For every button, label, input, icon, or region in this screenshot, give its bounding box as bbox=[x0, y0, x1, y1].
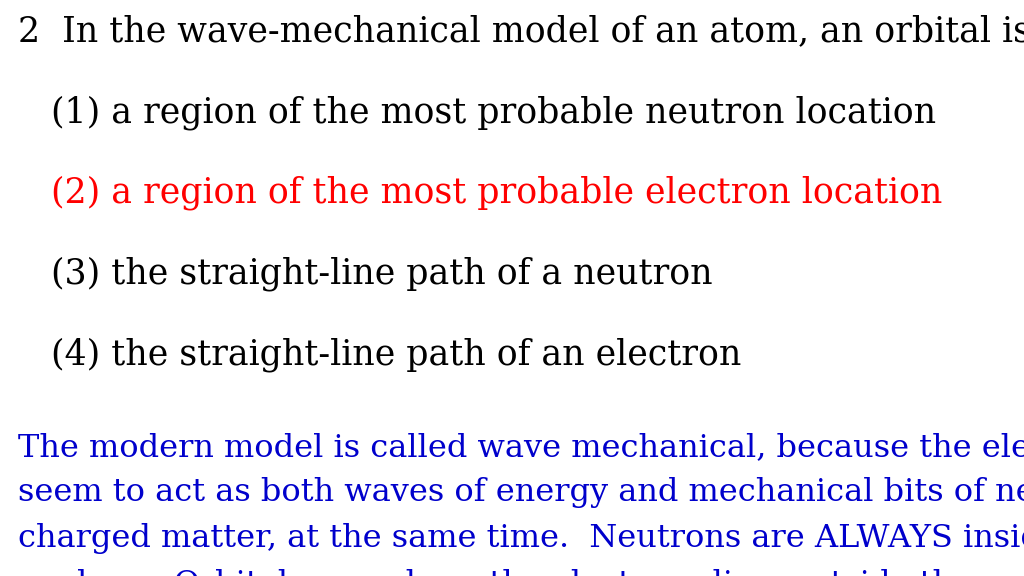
Text: (2) a region of the most probable electron location: (2) a region of the most probable electr… bbox=[18, 176, 943, 210]
Text: (3) the straight-line path of a neutron: (3) the straight-line path of a neutron bbox=[18, 256, 713, 291]
Text: (4) the straight-line path of an electron: (4) the straight-line path of an electro… bbox=[18, 337, 741, 372]
Text: The modern model is called wave mechanical, because the electrons
seem to act as: The modern model is called wave mechanic… bbox=[18, 432, 1024, 576]
Text: (1) a region of the most probable neutron location: (1) a region of the most probable neutro… bbox=[18, 95, 937, 130]
Text: 2  In the wave-mechanical model of an atom, an orbital is defined as: 2 In the wave-mechanical model of an ato… bbox=[18, 14, 1024, 48]
